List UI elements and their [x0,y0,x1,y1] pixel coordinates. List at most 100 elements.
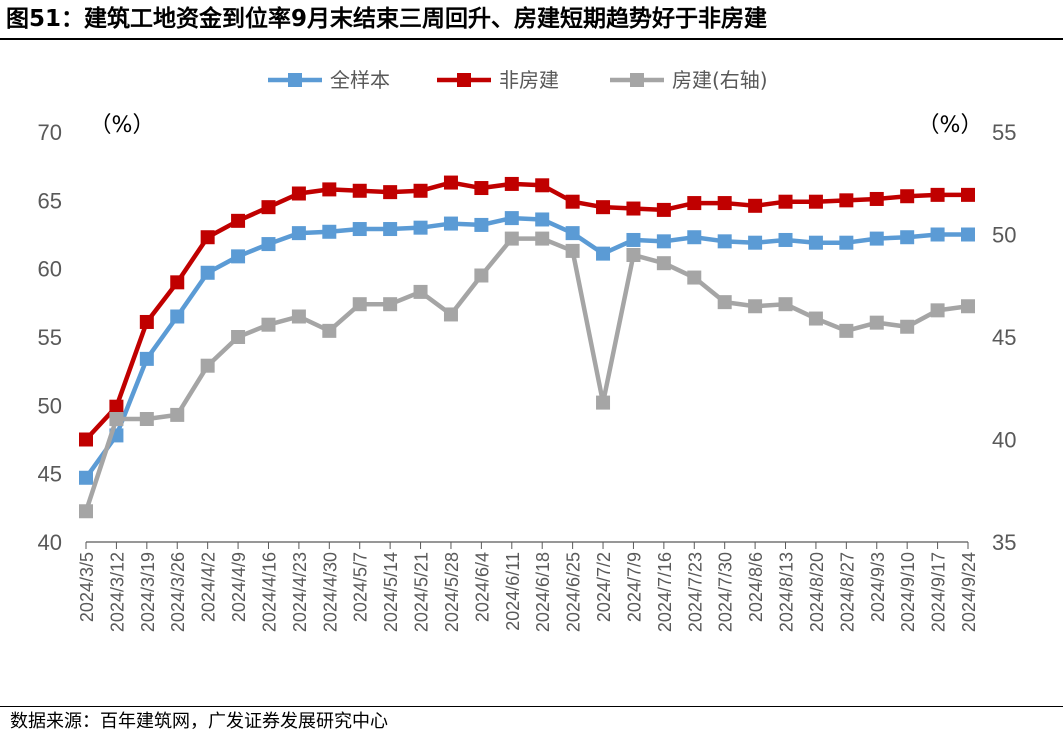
left-y-tick-label: 70 [38,120,62,145]
figure-title: 图51：建筑工地资金到位率9月末结束三周回升、房建短期趋势好于非房建 [6,6,768,32]
data-point [596,395,611,410]
legend-label: 房建(右轴) [672,68,768,92]
data-point [504,211,519,226]
data-point [170,275,185,290]
x-tick-label: 2024/5/28 [442,552,462,632]
x-tick-label: 2024/4/23 [290,552,310,632]
data-point [322,323,337,338]
x-tick-label: 2024/6/18 [533,552,553,632]
data-point [474,181,489,196]
data-point [717,234,732,249]
x-tick-label: 2024/4/16 [259,552,279,632]
data-point [109,412,124,426]
series-3 [79,231,975,519]
data-point [687,196,702,211]
data-point [352,183,367,198]
data-point [808,311,823,326]
footer-divider [0,706,1063,707]
data-point [322,224,337,239]
x-tick-label: 2024/3/12 [107,552,127,632]
legend-swatch-marker [457,73,471,87]
data-point [596,200,611,215]
x-tick-label: 2024/9/10 [898,552,918,632]
data-point [596,246,611,261]
data-point [930,303,945,318]
data-point [839,235,854,250]
data-point [474,217,489,232]
data-point [565,226,580,241]
data-point [626,201,641,216]
data-point [656,202,671,217]
series-line [84,215,968,480]
data-point [139,412,154,426]
x-tick-label: 2024/5/14 [381,552,401,632]
x-tick-label: 2024/3/19 [138,552,158,632]
data-point [535,212,550,227]
x-tick-label: 2024/7/2 [594,552,614,622]
left-y-tick-label: 60 [38,257,62,282]
x-tick-label: 2024/3/5 [77,552,97,622]
data-point [291,309,306,324]
x-tick-label: 2024/5/21 [412,552,432,632]
data-point [504,231,519,246]
legend-label: 全样本 [330,68,390,92]
data-point [656,256,671,271]
right-y-tick-label: 55 [992,120,1016,145]
data-point [383,185,398,200]
line-chart: 全样本 非房建 房建(右轴) （%） （%） 4045505560657035404… [38,68,1017,632]
data-point [383,297,398,312]
data-point [535,178,550,193]
x-tick-label: 2024/6/11 [503,552,523,631]
x-tick-label: 2024/7/23 [685,552,705,632]
data-point [961,299,975,314]
right-y-tick-label: 50 [992,223,1016,248]
title-divider [0,38,1063,40]
data-point [900,230,915,245]
data-point [961,227,975,242]
data-point [778,297,793,312]
data-point [717,196,732,211]
left-axis-unit: （%） [90,113,155,138]
series-2 [79,175,975,447]
data-point [261,317,276,332]
x-tick-label: 2024/4/2 [199,552,219,622]
data-point [474,268,489,283]
data-point [231,249,246,264]
data-point [291,186,306,201]
data-point [443,175,458,190]
x-tick-label: 2024/8/6 [746,552,766,622]
data-point [79,432,93,447]
right-y-tick-label: 35 [992,530,1016,555]
left-y-tick-label: 40 [38,530,62,555]
data-point [778,232,793,247]
data-point [352,222,367,237]
right-axis-unit: （%） [918,113,983,138]
data-point [170,407,185,422]
data-point [200,230,215,245]
x-tick-label: 2024/7/16 [655,552,675,632]
data-point [170,309,185,324]
data-point [930,187,945,202]
data-point [748,198,763,213]
data-point [839,323,854,338]
chart-axes: 40 45 50 55 60 65 70 35 40 45 50 55 2024/3/5 2024/3/1… [38,120,1017,632]
left-y-tick-label: 65 [38,188,62,213]
x-tick-label: 2024/3/26 [168,552,188,632]
data-point [200,265,215,280]
data-point [352,297,367,312]
data-point [413,284,428,299]
legend-item: 房建(右轴) [610,68,768,92]
series-1 [79,211,975,485]
data-point [79,470,93,485]
x-tick-label: 2024/4/30 [320,552,340,632]
data-point [79,504,93,519]
data-point [565,243,580,258]
data-point [687,230,702,245]
data-point [778,194,793,209]
data-point [291,226,306,241]
left-y-tick-label: 50 [38,393,62,418]
x-tick-label: 2024/6/25 [564,552,584,632]
data-point [656,234,671,249]
x-tick-label: 2024/5/7 [351,552,371,622]
data-point [717,295,732,310]
